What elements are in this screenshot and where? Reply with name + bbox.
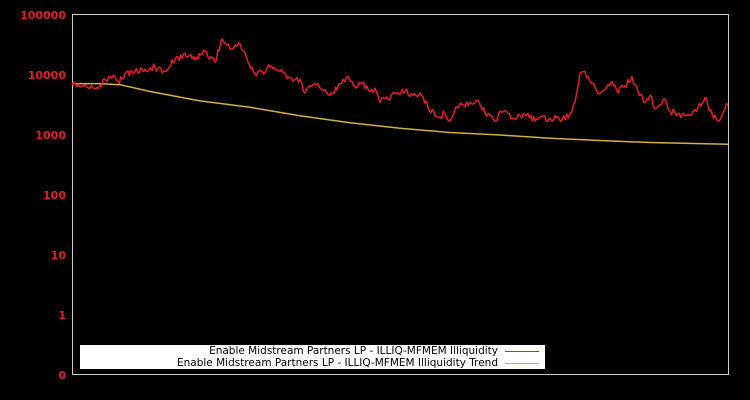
y-tick-label: 0 [58,369,66,382]
legend: Enable Midstream Partners LP - ILLIQ-MFM… [80,345,545,369]
y-tick-label: 1000 [35,129,66,142]
y-tick-label: 100 [43,189,66,202]
legend-label: Enable Midstream Partners LP - ILLIQ-MFM… [177,357,498,369]
illiquidity-line [71,38,729,123]
plot-frame [72,14,729,375]
legend-swatch-yellow [505,362,539,364]
y-tick-label: 100000 [20,9,66,22]
legend-label: Enable Midstream Partners LP - ILLIQ-MFM… [209,345,498,357]
y-tick-label: 10 [51,249,67,262]
legend-item-illiquidity: Enable Midstream Partners LP - ILLIQ-MFM… [209,345,545,357]
legend-item-trend: Enable Midstream Partners LP - ILLIQ-MFM… [177,357,545,369]
trend-line [72,82,729,146]
y-tick-label: 1 [58,309,66,322]
legend-swatch-red [505,350,539,352]
y-axis: 100000 10000 1000 100 10 1 0 [20,9,66,382]
y-tick-label: 10000 [28,69,67,82]
